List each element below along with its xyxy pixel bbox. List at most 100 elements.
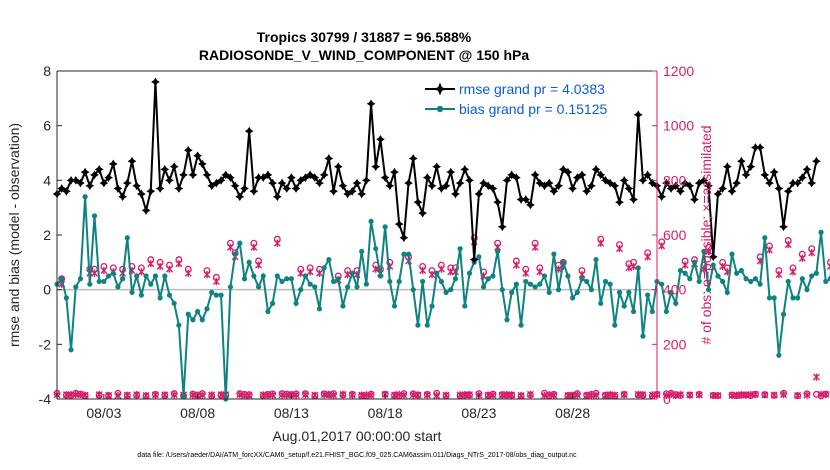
bias-point <box>242 276 247 281</box>
bias-point <box>64 295 69 300</box>
right-tick-label: 800 <box>663 172 687 188</box>
bias-point <box>636 265 641 270</box>
bias-point <box>772 295 777 300</box>
bias-point <box>326 257 331 262</box>
bias-point <box>481 284 486 289</box>
bias-point <box>78 276 83 281</box>
obs-assimilated-point <box>776 271 782 278</box>
bias-point <box>87 282 92 287</box>
bias-point <box>687 276 692 281</box>
bias-point <box>158 295 163 300</box>
bias-point <box>823 279 828 284</box>
obs-assimilated-point <box>767 246 773 253</box>
bias-point <box>753 276 758 281</box>
bias-point <box>800 276 805 281</box>
right-tick-label: 1000 <box>663 118 694 134</box>
bias-point <box>664 309 669 314</box>
bias-point <box>781 312 786 317</box>
chart-subtitle: RADIOSONDE_V_WIND_COMPONENT @ 150 hPa <box>199 47 529 63</box>
plot-area <box>57 71 657 399</box>
y-axis-label-left: rmse and bias (model - observation) <box>6 123 22 347</box>
left-tick-label: 0 <box>43 282 51 298</box>
bias-point <box>317 306 322 311</box>
bias-point <box>486 276 491 281</box>
bias-point <box>551 252 556 257</box>
right-tick-label: 400 <box>663 282 687 298</box>
bias-point <box>547 290 552 295</box>
bias-point <box>83 194 88 199</box>
bias-point <box>612 323 617 328</box>
left-tick-label: -4 <box>39 391 52 407</box>
data-file-note: data file: /Users/raeder/DAI/ATM_forcXX/… <box>137 452 577 459</box>
obs-assimilated-point <box>785 241 791 248</box>
bias-point <box>167 293 172 298</box>
bias-point <box>256 284 261 289</box>
bias-point <box>204 306 209 311</box>
bias-point <box>298 287 303 292</box>
bias-point <box>458 246 463 251</box>
bias-point <box>589 287 594 292</box>
bias-point <box>495 249 500 254</box>
bias-point <box>364 282 369 287</box>
bias-point <box>190 317 195 322</box>
bias-point <box>640 334 645 339</box>
rmse-point <box>808 180 815 187</box>
legend-bias-text: bias grand pr = 0.15125 <box>459 101 607 117</box>
rmse-point <box>691 196 698 203</box>
bias-point <box>739 268 744 273</box>
bias-point <box>143 273 148 278</box>
bias-point <box>443 290 448 295</box>
bias-point <box>331 279 336 284</box>
bias-point <box>275 273 280 278</box>
bias-point <box>308 282 313 287</box>
bias-point <box>340 303 345 308</box>
bias-point <box>92 213 97 218</box>
bias-point <box>804 287 809 292</box>
x-tick-label: 08/18 <box>368 405 403 421</box>
bias-point <box>368 219 373 224</box>
bias-point <box>504 317 509 322</box>
bias-point <box>312 284 317 289</box>
bias-point <box>153 273 158 278</box>
bias-point <box>758 282 763 287</box>
bias-point <box>397 279 402 284</box>
bias-point <box>818 230 823 235</box>
right-tick-label: 600 <box>663 227 687 243</box>
bias-point <box>270 301 275 306</box>
obs-assimilated-point <box>682 261 688 268</box>
bias-point <box>809 273 814 278</box>
bias-point <box>359 249 364 254</box>
bias-point <box>97 279 102 284</box>
obs-assimilated-point <box>795 392 801 399</box>
bias-point <box>186 312 191 317</box>
bias-point <box>584 279 589 284</box>
bias-point <box>575 290 580 295</box>
bias-point <box>172 301 177 306</box>
bias-point <box>228 284 233 289</box>
bias-point <box>261 273 266 278</box>
bias-point <box>786 279 791 284</box>
bias-point <box>453 276 458 281</box>
bias-point <box>200 317 205 322</box>
bias-point <box>373 246 378 251</box>
bias-point <box>603 279 608 284</box>
rmse-point <box>780 223 787 230</box>
bias-point <box>720 279 725 284</box>
bias-point <box>743 276 748 281</box>
bias-point <box>139 293 144 298</box>
bias-point <box>776 353 781 358</box>
bias-point <box>729 252 734 257</box>
x-tick-label: 08/28 <box>555 405 590 421</box>
rmse-point <box>771 169 778 176</box>
bias-point <box>439 279 444 284</box>
bias-point <box>134 273 139 278</box>
bias-point <box>218 293 223 298</box>
bias-point <box>715 273 720 278</box>
right-tick-label: 0 <box>663 391 671 407</box>
bias-point <box>608 282 613 287</box>
bias-point <box>293 301 298 306</box>
bias-point <box>528 282 533 287</box>
bias-point <box>448 287 453 292</box>
obs-assimilated-point <box>813 374 819 381</box>
bias-point <box>790 295 795 300</box>
